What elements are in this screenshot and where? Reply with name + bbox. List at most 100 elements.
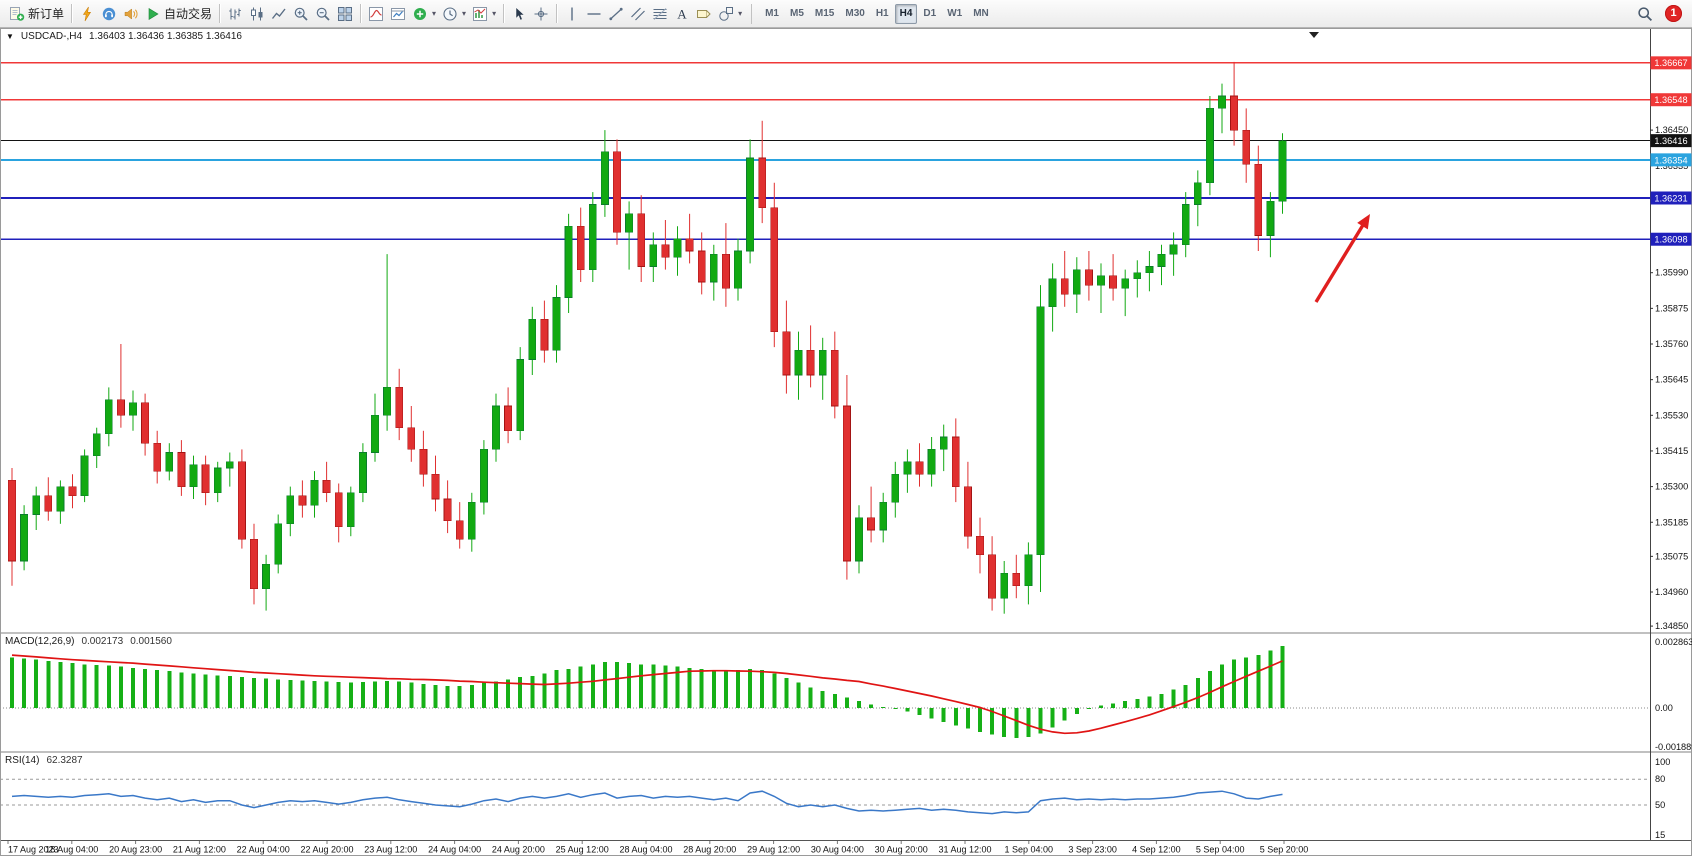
candle-body bbox=[443, 498, 452, 522]
trendline-button[interactable] bbox=[605, 3, 627, 25]
toolbar-separator bbox=[503, 4, 505, 23]
candle-body bbox=[1012, 573, 1021, 587]
timeframe-h1[interactable]: H1 bbox=[871, 4, 894, 24]
macd-histogram-bar bbox=[409, 682, 414, 708]
chart-scroll-marker[interactable] bbox=[1309, 32, 1319, 38]
zoom-out-icon bbox=[316, 7, 330, 21]
bar-chart-button[interactable] bbox=[224, 3, 246, 25]
candle-body bbox=[1278, 140, 1287, 202]
notification-badge[interactable]: 1 bbox=[1665, 5, 1682, 22]
fibonacci-button[interactable] bbox=[649, 3, 671, 25]
vline-button[interactable] bbox=[561, 3, 583, 25]
macd-scale-label: 0.002863 bbox=[1655, 637, 1692, 647]
candle-body bbox=[92, 433, 101, 456]
macd-histogram-bar bbox=[46, 660, 51, 708]
strategy-tester-button[interactable] bbox=[365, 3, 387, 25]
add-indicator-button[interactable]: ▾ bbox=[409, 3, 439, 25]
macd-scale-label: 0.00 bbox=[1655, 703, 1673, 713]
price-badge bbox=[1650, 56, 1692, 70]
text-button[interactable]: A bbox=[671, 3, 693, 25]
candle-body bbox=[310, 480, 319, 506]
rsi-label: RSI(14) 62.3287 bbox=[5, 755, 83, 766]
macd-histogram-bar bbox=[457, 686, 462, 708]
price-scale-label: 1.34850 bbox=[1655, 621, 1688, 631]
macd-histogram-bar bbox=[699, 668, 704, 708]
timeframe-m15[interactable]: M15 bbox=[810, 4, 839, 24]
timeframe-m1[interactable]: M1 bbox=[760, 4, 784, 24]
autotrade-button[interactable]: 自动交易 bbox=[142, 3, 215, 25]
hline-button[interactable] bbox=[583, 3, 605, 25]
zoom-in-button[interactable] bbox=[290, 3, 312, 25]
chart-plot-area[interactable] bbox=[0, 28, 1650, 632]
tile-windows-button[interactable] bbox=[334, 3, 356, 25]
timeframe-w1[interactable]: W1 bbox=[942, 4, 967, 24]
quick-trade-button[interactable] bbox=[76, 3, 98, 25]
template-button[interactable]: ▾ bbox=[469, 3, 499, 25]
macd-histogram-bar bbox=[1171, 689, 1176, 708]
time-axis-label: 18 Aug 04:00 bbox=[45, 845, 98, 855]
new-chart-button[interactable] bbox=[387, 3, 409, 25]
new-order-button[interactable]: 新订单 bbox=[6, 3, 67, 25]
macd-histogram-bar bbox=[70, 663, 75, 708]
arrow-annotation-head[interactable] bbox=[1357, 214, 1370, 230]
candle-body bbox=[1145, 266, 1154, 273]
price-scale[interactable] bbox=[1650, 28, 1692, 840]
macd-histogram-bar bbox=[590, 664, 595, 708]
time-axis-label: 22 Aug 04:00 bbox=[237, 845, 290, 855]
candle-body bbox=[1060, 278, 1069, 295]
candle-body bbox=[1206, 108, 1214, 184]
candle-body bbox=[939, 436, 948, 450]
autotrade-button-label: 自动交易 bbox=[164, 7, 213, 21]
collapse-triangle-icon[interactable]: ▼ bbox=[6, 32, 14, 41]
timeframe-mn[interactable]: MN bbox=[968, 4, 994, 24]
candle-body bbox=[673, 238, 682, 258]
cursor-icon bbox=[515, 6, 525, 20]
macd-histogram-bar bbox=[106, 665, 111, 708]
timeframe-m30[interactable]: M30 bbox=[840, 4, 869, 24]
macd-histogram-bar bbox=[615, 662, 619, 708]
shapes-button[interactable]: ▾ bbox=[715, 3, 745, 25]
time-axis-label: 30 Aug 20:00 bbox=[875, 845, 928, 855]
arrow-annotation[interactable] bbox=[1314, 224, 1365, 303]
vline-icon bbox=[571, 7, 573, 20]
candle-body bbox=[334, 492, 343, 528]
candle-body bbox=[842, 405, 851, 562]
timeframe-m5[interactable]: M5 bbox=[785, 4, 809, 24]
macd-histogram-bar bbox=[663, 665, 668, 708]
candlestick-button[interactable] bbox=[246, 3, 268, 25]
macd-histogram-bar bbox=[506, 679, 511, 708]
timeframe-d1[interactable]: D1 bbox=[918, 4, 941, 24]
time-axis-label: 24 Aug 20:00 bbox=[492, 845, 545, 855]
macd-histogram-bar bbox=[264, 678, 269, 708]
macd-histogram-bar bbox=[1135, 698, 1140, 708]
macd-histogram-bar bbox=[844, 697, 849, 708]
period-button[interactable]: ▾ bbox=[439, 3, 469, 25]
crosshair-button[interactable] bbox=[530, 3, 552, 25]
macd-histogram-bar bbox=[990, 708, 995, 735]
search-button[interactable] bbox=[1634, 3, 1656, 25]
macd-histogram-bar bbox=[1244, 657, 1249, 708]
price-badge-label: 1.36667 bbox=[1654, 58, 1687, 68]
candle-body bbox=[1085, 269, 1093, 286]
candle-body bbox=[1109, 275, 1117, 289]
candle-body bbox=[1218, 95, 1226, 109]
macd-histogram-bar bbox=[239, 676, 244, 708]
time-axis[interactable] bbox=[0, 840, 1692, 856]
line-chart-button[interactable] bbox=[268, 3, 290, 25]
shapes-icon bbox=[719, 6, 734, 21]
macd-histogram-bar bbox=[772, 673, 777, 708]
channel-button[interactable] bbox=[627, 3, 649, 25]
macd-histogram-bar bbox=[857, 701, 861, 708]
candle-body bbox=[867, 517, 875, 531]
time-axis-label: 20 Aug 23:00 bbox=[109, 845, 162, 855]
zoom-out-button[interactable] bbox=[312, 3, 334, 25]
hline-icon bbox=[587, 12, 601, 15]
cursor-button[interactable] bbox=[508, 3, 530, 25]
timeframe-h4[interactable]: H4 bbox=[894, 3, 918, 24]
macd-histogram-bar bbox=[155, 670, 160, 708]
label-button[interactable] bbox=[693, 3, 715, 25]
news-button[interactable] bbox=[120, 3, 142, 25]
support-button[interactable] bbox=[98, 3, 120, 25]
macd-histogram-bar bbox=[1256, 655, 1261, 708]
macd-histogram-bar bbox=[808, 687, 813, 708]
